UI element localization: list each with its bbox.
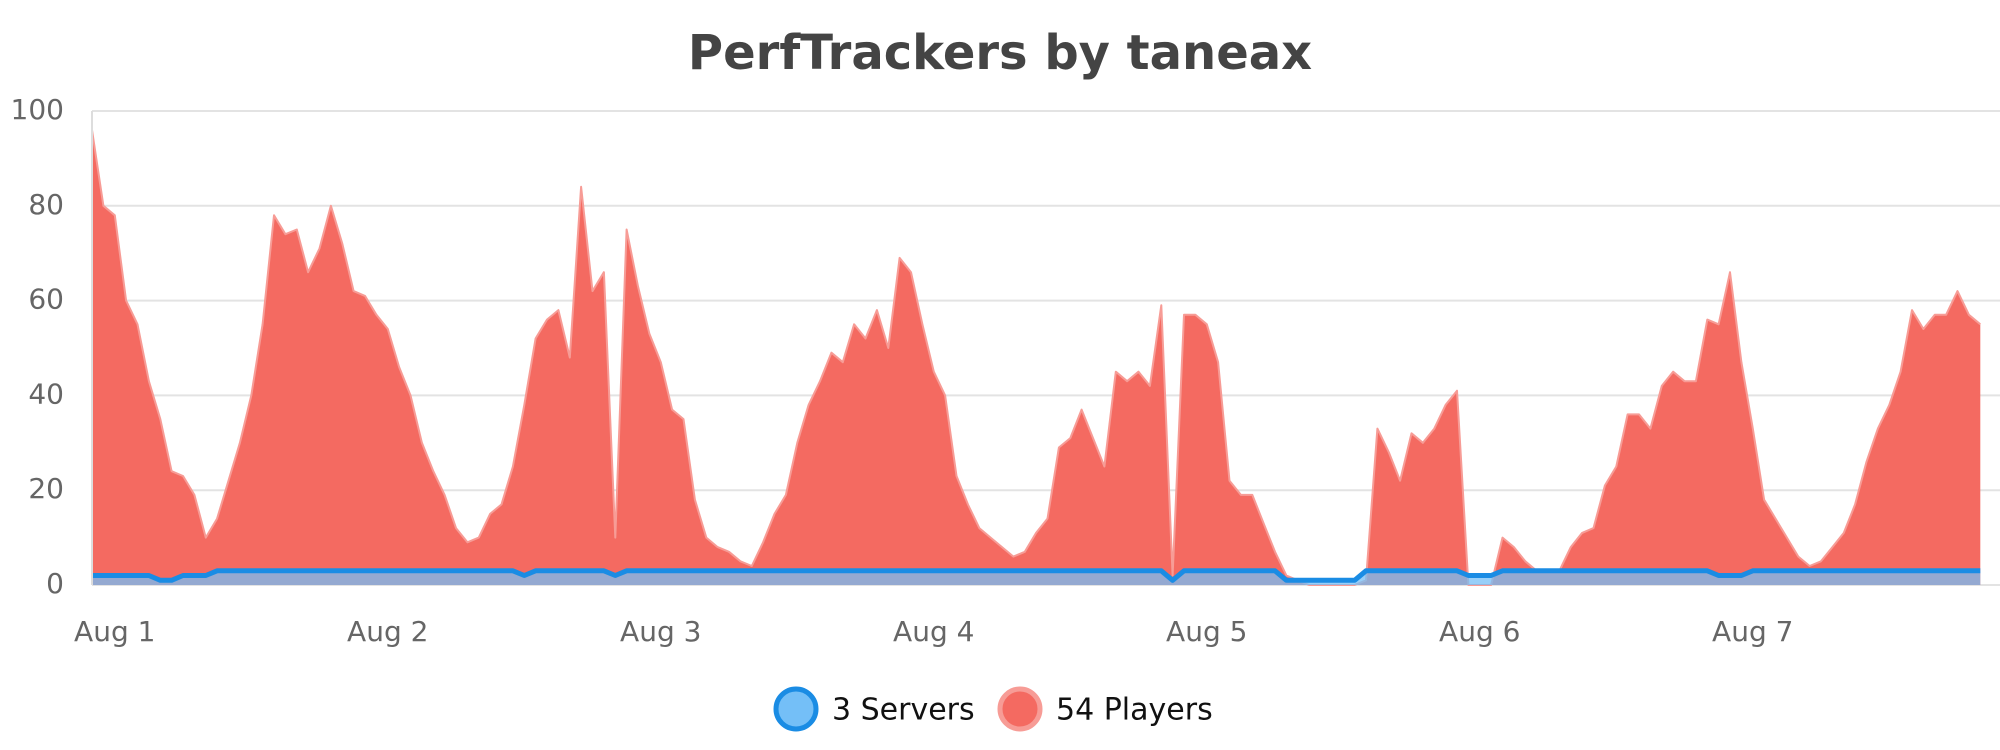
- legend-label[interactable]: 54 Players: [1056, 693, 1213, 728]
- x-tick-label: Aug 5: [1166, 615, 1247, 648]
- line: [92, 568, 1981, 583]
- chart-title: PerfTrackers by taneax: [688, 25, 1312, 81]
- y-tick-label: 40: [28, 377, 64, 410]
- x-tick-label: Aug 4: [893, 615, 974, 648]
- legend-marker[interactable]: [997, 686, 1043, 732]
- x-tick-label: Aug 3: [620, 615, 701, 648]
- y-tick-label: 60: [28, 283, 64, 316]
- x-tick-label: Aug 6: [1439, 615, 1520, 648]
- x-tick-label: Aug 2: [347, 615, 428, 648]
- x-tick-label: Aug 1: [74, 615, 155, 648]
- y-tick-label: 100: [11, 93, 64, 126]
- y-tick-label: 80: [28, 188, 64, 221]
- area: [92, 570, 1981, 585]
- legend-marker[interactable]: [773, 686, 819, 732]
- x-tick-label: Aug 7: [1712, 615, 1793, 648]
- line: [91, 129, 1981, 586]
- legend-label[interactable]: 3 Servers: [832, 693, 975, 728]
- area: [92, 130, 1981, 585]
- y-tick-label: 0: [46, 567, 64, 600]
- y-tick-label: 20: [28, 472, 64, 505]
